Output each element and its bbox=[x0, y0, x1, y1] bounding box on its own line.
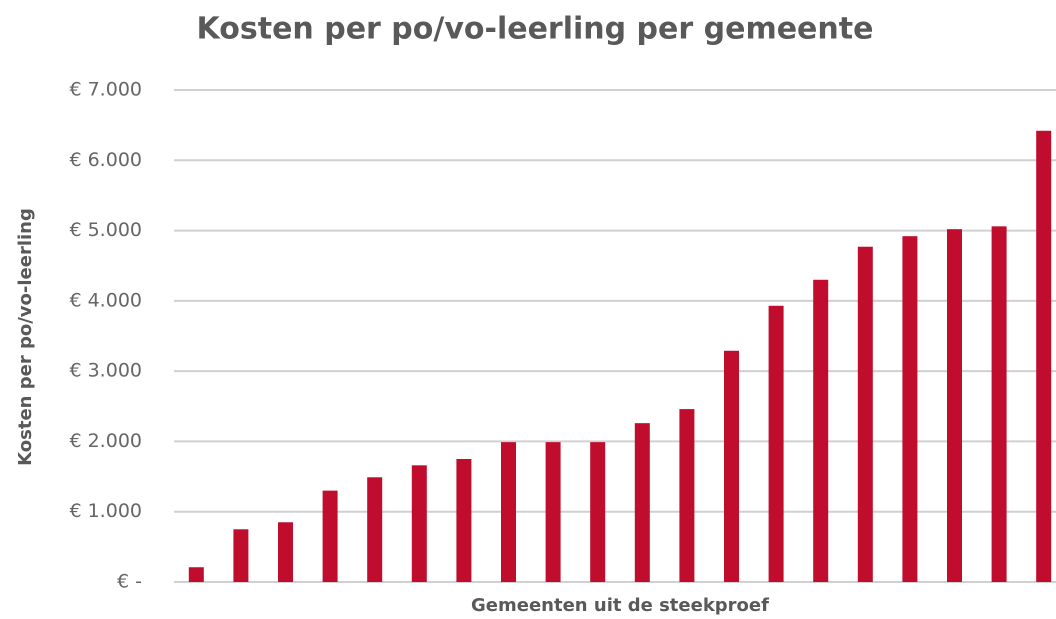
y-tick-label: € 6.000 bbox=[69, 149, 142, 171]
y-tick-label: € 4.000 bbox=[69, 289, 142, 311]
y-tick-label: € 3.000 bbox=[69, 360, 142, 382]
bar bbox=[545, 442, 561, 582]
bar bbox=[947, 229, 962, 582]
bar bbox=[590, 442, 606, 582]
y-tick-label: € - bbox=[117, 571, 142, 593]
bar bbox=[857, 246, 873, 583]
bar bbox=[634, 423, 650, 582]
chart-title: Kosten per po/vo-leerling per gemeente bbox=[197, 12, 874, 47]
bar bbox=[768, 305, 784, 582]
bar bbox=[411, 465, 427, 582]
bar bbox=[724, 350, 739, 582]
y-tick-label: € 7.000 bbox=[69, 79, 142, 101]
bar bbox=[501, 442, 516, 582]
bar bbox=[233, 529, 249, 582]
y-tick-label: € 2.000 bbox=[69, 430, 142, 452]
y-axis-title: Kosten per po/vo-leerling bbox=[15, 208, 36, 466]
bar bbox=[1036, 130, 1052, 582]
bar bbox=[188, 567, 204, 582]
bar bbox=[813, 279, 829, 582]
x-axis-title: Gemeenten uit de steekproef bbox=[471, 595, 769, 616]
bar bbox=[991, 226, 1007, 582]
bar bbox=[902, 236, 918, 583]
bar bbox=[322, 490, 338, 582]
bar bbox=[278, 522, 293, 582]
y-tick-label: € 5.000 bbox=[69, 219, 142, 241]
bar bbox=[679, 409, 695, 582]
bar bbox=[367, 477, 383, 582]
y-tick-label: € 1.000 bbox=[69, 500, 142, 522]
bar bbox=[456, 459, 472, 582]
